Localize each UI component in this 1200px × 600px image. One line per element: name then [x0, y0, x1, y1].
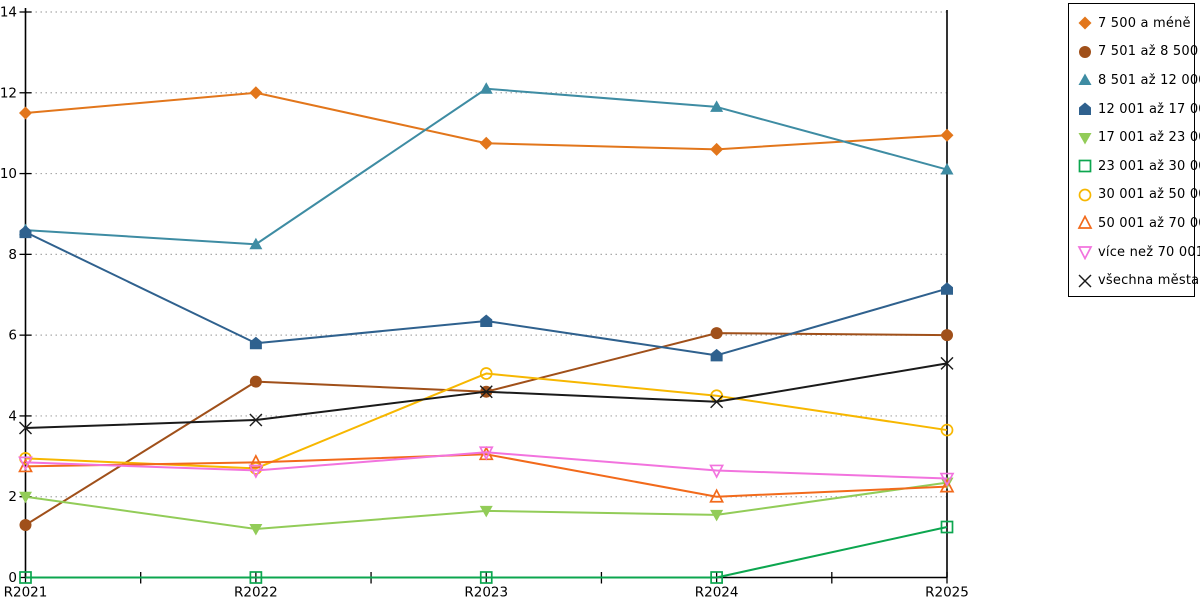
circle-open-legend-icon: [1078, 188, 1092, 202]
y-axis-ticks: 0 2 4 6 8 10 12 14: [0, 5, 32, 586]
x-tick-label: R2024: [695, 585, 739, 600]
y-tick-label: 10: [0, 166, 17, 182]
legend-item: 7 500 a méně: [1077, 9, 1194, 38]
legend-item: 17 001 až 23 000: [1077, 123, 1200, 152]
series-8: [18, 446, 955, 487]
series-5: [19, 520, 954, 584]
y-tick-label: 8: [8, 247, 17, 263]
legend-item: 23 001 až 30 000: [1077, 152, 1200, 181]
series-0: [19, 86, 954, 156]
y-tick-label: 4: [8, 408, 17, 424]
square-open-legend-icon: [1078, 159, 1092, 173]
x-tick-label: R2022: [234, 585, 278, 600]
legend-label: všechna města: [1098, 273, 1200, 289]
triangle-up-filled-legend-icon: [1078, 73, 1092, 86]
legend-label: 23 001 až 30 000: [1098, 158, 1200, 174]
series-line: [25, 526, 948, 579]
y-tick-label: 6: [8, 328, 17, 344]
chart-legend: 7 500 a méně 7 501 až 8 500 8 501 až 12 00…: [1068, 3, 1200, 297]
legend-label: 7 500 a méně: [1098, 15, 1191, 31]
x-cross-legend-icon: [1078, 274, 1092, 288]
series-line: [25, 231, 948, 357]
series-line: [25, 372, 948, 470]
x-tick-label: R2021: [4, 585, 48, 600]
y-tick-label: 2: [8, 489, 17, 505]
series-2: [19, 82, 954, 250]
legend-label: 12 001 až 17 000: [1098, 101, 1200, 117]
x-tick-label: R2025: [925, 585, 969, 600]
y-tick-label: 0: [8, 570, 17, 586]
diamond-filled-legend-icon: [1078, 16, 1092, 30]
legend-label: 50 001 až 70 000: [1098, 215, 1200, 231]
legend-item: více než 70 001: [1077, 238, 1200, 267]
circle-filled-legend-icon: [1079, 45, 1091, 58]
triangle-up-open-legend-icon: [1077, 215, 1093, 230]
series-line: [25, 481, 948, 531]
pentagon-filled-legend-icon: [1079, 102, 1091, 116]
series-9: [19, 356, 954, 435]
x-axis-ticks: R2021 R2022 R2023 R2024 R2025: [4, 572, 969, 600]
legend-item: 7 501 až 8 500: [1077, 38, 1198, 67]
legend-label: 7 501 až 8 500: [1098, 44, 1199, 60]
legend-label: 8 501 až 12 000: [1098, 72, 1200, 88]
legend-item: 8 501 až 12 000: [1077, 66, 1200, 95]
triangle-down-filled-legend-icon: [1078, 132, 1092, 145]
legend-label: 17 001 až 23 000: [1098, 130, 1200, 146]
series-line: [25, 453, 948, 498]
legend-item: 50 001 až 70 000: [1077, 209, 1200, 238]
series-line: [25, 451, 948, 480]
legend-item: všechna města: [1077, 266, 1199, 295]
y-tick-label: 14: [0, 5, 17, 21]
series-4: [19, 477, 954, 536]
triangle-down-open-legend-icon: [1077, 246, 1093, 261]
legend-label: více než 70 001: [1098, 244, 1200, 260]
series-line: [25, 87, 948, 246]
series-7: [18, 445, 955, 503]
y-tick-label: 12: [0, 85, 17, 101]
legend-label: 30 001 až 50 000: [1098, 187, 1200, 203]
x-tick-label: R2023: [464, 585, 508, 600]
legend-item: 30 001 až 50 000: [1077, 181, 1200, 210]
legend-item: 12 001 až 17 000: [1077, 95, 1200, 124]
series-3: [19, 225, 953, 362]
